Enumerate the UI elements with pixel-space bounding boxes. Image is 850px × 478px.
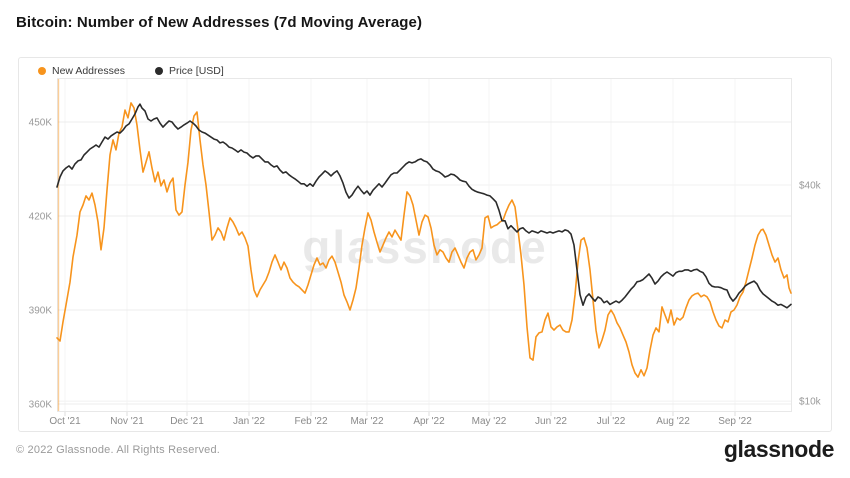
- x-axis-label: Jan '22: [233, 416, 265, 427]
- page-title: Bitcoin: Number of New Addresses (7d Mov…: [16, 14, 423, 31]
- footer: © 2022 Glassnode. All Rights Reserved. g…: [0, 436, 850, 463]
- x-axis-label: Oct '21: [49, 416, 81, 427]
- x-axis-label: Jul '22: [597, 416, 626, 427]
- plot-border: [57, 78, 792, 412]
- x-axis-label: Jun '22: [535, 416, 567, 427]
- chart-legend: New Addresses Price [USD]: [38, 64, 224, 78]
- x-axis-label: Aug '22: [656, 416, 690, 427]
- legend-item-price-usd[interactable]: Price [USD]: [154, 65, 224, 77]
- y-right-axis-label: $10k: [799, 397, 822, 408]
- x-axis-label: Mar '22: [350, 416, 383, 427]
- legend-label-price-usd: Price [USD]: [168, 65, 224, 77]
- x-axis-label: Feb '22: [294, 416, 327, 427]
- x-axis-label: Nov '21: [110, 416, 144, 427]
- legend-label-new-addresses: New Addresses: [52, 65, 125, 77]
- price-line: [56, 103, 792, 309]
- y-right-axis-label: $40k: [799, 181, 822, 192]
- chart-plot-area[interactable]: Oct '21 Nov '21 Dec '21 Jan '22 Feb '22 Mar '…: [19, 58, 831, 431]
- x-axis-label: Dec '21: [170, 416, 204, 427]
- legend-item-new-addresses[interactable]: New Addresses: [38, 65, 125, 77]
- y-left-axis-label: 360K: [29, 400, 53, 411]
- glassnode-watermark: glassnode: [302, 221, 548, 273]
- new-addresses-line: [56, 102, 792, 378]
- x-axis-label: May '22: [472, 416, 507, 427]
- new-addresses-dot-icon: [38, 67, 46, 75]
- y-left-axis-label: 390K: [29, 306, 53, 317]
- copyright-text: © 2022 Glassnode. All Rights Reserved.: [16, 443, 221, 456]
- y-left-axis-label: 450K: [29, 118, 53, 129]
- x-axis-label: Apr '22: [413, 416, 445, 427]
- y-left-axis-label: 420K: [29, 212, 53, 223]
- chart-card: New Addresses Price [USD] Oct '21 Nov '21…: [18, 57, 832, 432]
- price-usd-dot-icon: [154, 67, 163, 75]
- glassnode-logo: glassnode: [723, 436, 835, 462]
- x-axis-label: Sep '22: [718, 416, 752, 427]
